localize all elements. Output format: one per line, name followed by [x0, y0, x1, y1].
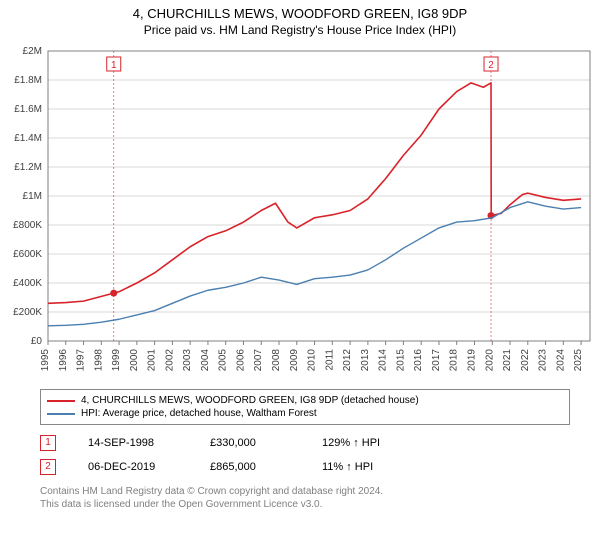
- svg-text:2015: 2015: [395, 349, 406, 372]
- legend-label: HPI: Average price, detached house, Walt…: [81, 408, 317, 419]
- event-price: £330,000: [210, 437, 290, 449]
- svg-text:2011: 2011: [324, 349, 335, 371]
- svg-text:1995: 1995: [40, 349, 51, 372]
- svg-text:2005: 2005: [218, 349, 229, 372]
- footer-attribution: Contains HM Land Registry data © Crown c…: [40, 485, 570, 511]
- legend-item: HPI: Average price, detached house, Walt…: [47, 407, 563, 420]
- svg-text:2000: 2000: [129, 349, 140, 372]
- svg-text:2024: 2024: [555, 349, 566, 372]
- svg-text:£600K: £600K: [13, 249, 42, 260]
- event-row: 1 14-SEP-1998 £330,000 129% ↑ HPI: [40, 431, 570, 455]
- svg-text:2: 2: [488, 60, 494, 71]
- svg-text:£0: £0: [31, 336, 43, 347]
- svg-text:2008: 2008: [271, 349, 282, 372]
- event-date: 06-DEC-2019: [88, 461, 178, 473]
- chart-subtitle: Price paid vs. HM Land Registry's House …: [0, 21, 600, 41]
- legend-swatch: [47, 413, 75, 415]
- svg-text:1: 1: [111, 60, 117, 71]
- svg-text:£1.8M: £1.8M: [14, 75, 42, 86]
- svg-text:1997: 1997: [76, 349, 87, 372]
- chart-container: 4, CHURCHILLS MEWS, WOODFORD GREEN, IG8 …: [0, 0, 600, 511]
- svg-text:2002: 2002: [164, 349, 175, 372]
- svg-text:2018: 2018: [449, 349, 460, 372]
- svg-text:2013: 2013: [360, 349, 371, 372]
- svg-text:2016: 2016: [413, 349, 424, 372]
- svg-text:2010: 2010: [307, 349, 318, 372]
- chart-svg: £0 £200K £400K £600K £800K £1M £1.2M £1.4M £1.6M…: [0, 41, 600, 381]
- svg-text:£400K: £400K: [13, 278, 42, 289]
- svg-text:2014: 2014: [378, 349, 389, 372]
- svg-text:£1.2M: £1.2M: [14, 162, 42, 173]
- svg-text:2007: 2007: [253, 349, 264, 372]
- svg-text:2020: 2020: [484, 349, 495, 372]
- svg-text:2009: 2009: [289, 349, 300, 372]
- svg-text:2019: 2019: [466, 349, 477, 372]
- footer-line: This data is licensed under the Open Gov…: [40, 498, 570, 511]
- svg-text:£2M: £2M: [23, 46, 42, 57]
- svg-text:2001: 2001: [147, 349, 158, 372]
- svg-text:2025: 2025: [573, 349, 584, 372]
- event-pct: 11% ↑ HPI: [322, 461, 373, 473]
- chart-title: 4, CHURCHILLS MEWS, WOODFORD GREEN, IG8 …: [0, 0, 600, 21]
- event-marker: 1: [40, 435, 56, 451]
- event-pct: 129% ↑ HPI: [322, 437, 380, 449]
- event-price: £865,000: [210, 461, 290, 473]
- svg-text:£1.6M: £1.6M: [14, 104, 42, 115]
- event-marker: 2: [40, 459, 56, 475]
- svg-text:2003: 2003: [182, 349, 193, 372]
- svg-text:2004: 2004: [200, 349, 211, 372]
- svg-text:1999: 1999: [111, 349, 122, 372]
- svg-text:2023: 2023: [538, 349, 549, 372]
- svg-text:1996: 1996: [58, 349, 69, 372]
- svg-text:£200K: £200K: [13, 307, 42, 318]
- svg-text:2021: 2021: [502, 349, 513, 372]
- event-table: 1 14-SEP-1998 £330,000 129% ↑ HPI 2 06-DEC-20…: [40, 431, 570, 479]
- legend: 4, CHURCHILLS MEWS, WOODFORD GREEN, IG8 …: [40, 389, 570, 425]
- legend-item: 4, CHURCHILLS MEWS, WOODFORD GREEN, IG8 …: [47, 394, 563, 407]
- svg-text:2022: 2022: [520, 349, 531, 372]
- svg-text:2012: 2012: [342, 349, 353, 372]
- event-row: 2 06-DEC-2019 £865,000 11% ↑ HPI: [40, 455, 570, 479]
- svg-text:2006: 2006: [235, 349, 246, 372]
- svg-text:£1M: £1M: [23, 191, 42, 202]
- legend-label: 4, CHURCHILLS MEWS, WOODFORD GREEN, IG8 …: [81, 395, 419, 406]
- footer-line: Contains HM Land Registry data © Crown c…: [40, 485, 570, 498]
- svg-text:£1.4M: £1.4M: [14, 133, 42, 144]
- chart-plot-area: £0 £200K £400K £600K £800K £1M £1.2M £1.4M £1.6M…: [0, 41, 600, 381]
- svg-text:2017: 2017: [431, 349, 442, 372]
- event-date: 14-SEP-1998: [88, 437, 178, 449]
- svg-text:£800K: £800K: [13, 220, 42, 231]
- legend-swatch: [47, 400, 75, 402]
- svg-text:1998: 1998: [93, 349, 104, 372]
